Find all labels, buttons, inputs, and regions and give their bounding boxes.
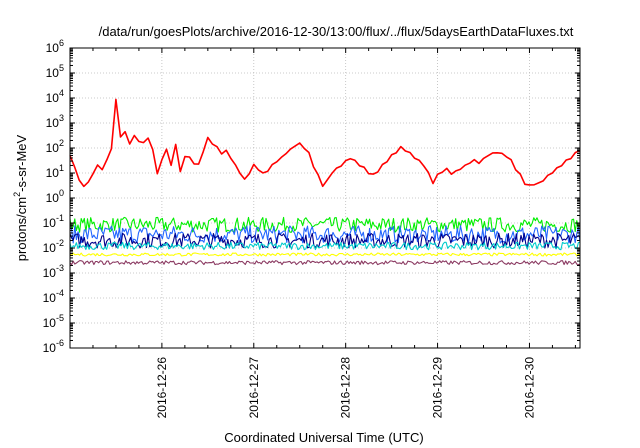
series-lines: [69, 98, 581, 266]
y-axis-label-pre: protons/cm: [14, 197, 29, 261]
y-tick-label: 10-6: [43, 338, 64, 355]
y-tick-label: 10-5: [43, 313, 64, 330]
series-line-7: [69, 260, 581, 266]
y-tick-label: 103: [46, 113, 64, 130]
y-tick-labels: 10-6 10-5 10-4 10-3 10-2 10-1 100 101 102 103 104 1…: [43, 38, 64, 355]
y-tick-label: 10-3: [43, 263, 64, 280]
y-tick-label: 10-4: [43, 288, 64, 305]
series-line-1: [69, 98, 581, 188]
x-axis-label: Coordinated Universal Time (UTC): [224, 430, 423, 445]
y-tick-label: 100: [46, 188, 64, 205]
plot-frame: [69, 47, 581, 349]
x-tick-label: 2016-12-28: [339, 357, 353, 419]
y-tick-label: 10-1: [43, 213, 64, 230]
x-tick-label: 2016-12-29: [431, 357, 445, 419]
y-axis-label-sup: 2: [12, 192, 22, 197]
series-line-5: [69, 241, 581, 251]
series-line-6: [69, 252, 581, 257]
y-tick-label: 10-2: [43, 238, 64, 255]
y-axis-label: protons/cm2-s-sr-MeV: [12, 134, 29, 261]
series-line-3: [69, 225, 581, 244]
y-tick-label: 104: [46, 88, 64, 105]
x-tick-label: 2016-12-30: [522, 357, 536, 419]
y-tick-label: 101: [46, 163, 64, 180]
y-tick-label: 106: [46, 38, 64, 55]
x-tick-label: 2016-12-26: [155, 357, 169, 419]
series-line-2: [69, 216, 581, 233]
grid-lines: [70, 48, 580, 348]
x-tick-labels: 2016-12-26 2016-12-27 2016-12-28 2016-12-29…: [155, 357, 537, 419]
y-tick-label: 102: [46, 138, 64, 155]
chart-title: /data/run/goesPlots/archive/2016-12-30/1…: [99, 24, 574, 39]
y-tick-label: 105: [46, 63, 64, 80]
x-tick-label: 2016-12-27: [247, 357, 261, 419]
y-axis-label-post: -s-sr-MeV: [14, 134, 29, 191]
